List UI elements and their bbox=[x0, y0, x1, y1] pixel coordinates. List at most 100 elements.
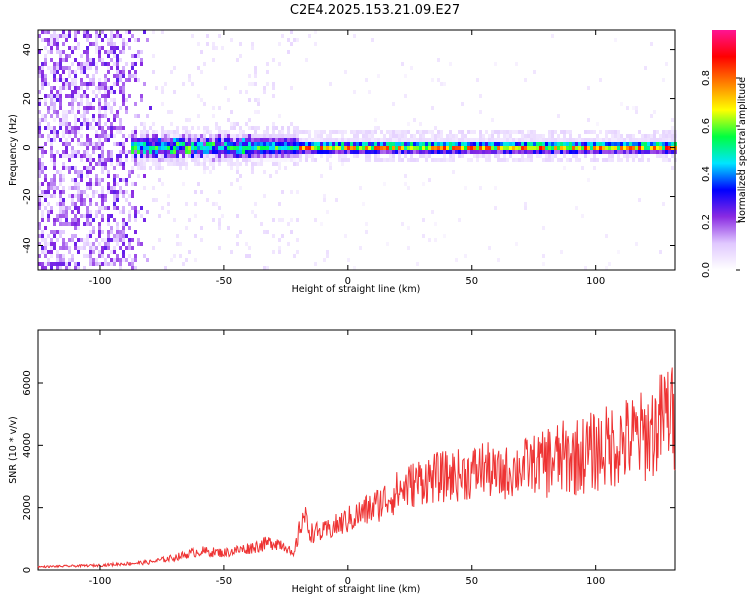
spectrogram-cell bbox=[332, 142, 335, 146]
spectrogram-cell bbox=[74, 78, 77, 82]
spectrogram-cell bbox=[206, 166, 209, 170]
spectrogram-cell bbox=[38, 74, 41, 78]
spectrogram-cell bbox=[215, 150, 218, 154]
spectrogram-cell bbox=[98, 142, 101, 146]
spectrogram-cell bbox=[383, 138, 386, 142]
spectrogram-cell bbox=[128, 238, 131, 242]
spectrogram-cell bbox=[116, 226, 119, 230]
spectrogram-cell bbox=[233, 142, 236, 146]
spectrogram-cell bbox=[56, 250, 59, 254]
spectrogram-cell bbox=[206, 138, 209, 142]
spectrogram-cell bbox=[86, 106, 89, 110]
spectrogram-cell bbox=[230, 166, 233, 170]
spectrogram-cell bbox=[413, 118, 416, 122]
spectrogram-cell bbox=[593, 158, 596, 162]
spectrogram-cell bbox=[218, 34, 221, 38]
spectrogram-cell bbox=[257, 154, 260, 158]
spectrogram-cell bbox=[356, 138, 359, 142]
spectrogram-cell bbox=[104, 262, 107, 266]
spectrogram-cell bbox=[107, 242, 110, 246]
spectrogram-cell bbox=[95, 246, 98, 250]
spectrogram-cell bbox=[365, 78, 368, 82]
spectrogram-cell bbox=[344, 146, 347, 150]
spectrogram-cell bbox=[341, 142, 344, 146]
spectrogram-cell bbox=[671, 154, 674, 158]
spectrogram-cell bbox=[47, 138, 50, 142]
spectrogram-cell bbox=[557, 146, 560, 150]
spectrogram-cell bbox=[194, 138, 197, 142]
spectrogram-cell bbox=[98, 134, 101, 138]
spectrogram-cell bbox=[140, 138, 143, 142]
spectrogram-cell bbox=[62, 242, 65, 246]
spectrogram-cell bbox=[113, 34, 116, 38]
spectrogram-cell bbox=[263, 170, 266, 174]
spectrogram-cell bbox=[218, 154, 221, 158]
spectrogram-cell bbox=[458, 138, 461, 142]
spectrogram-cell bbox=[629, 150, 632, 154]
spectrogram-cell bbox=[134, 206, 137, 210]
spectrogram-cell bbox=[56, 98, 59, 102]
spectrogram-cell bbox=[158, 154, 161, 158]
spectrogram-cell bbox=[116, 154, 119, 158]
spectrogram-cell bbox=[104, 114, 107, 118]
spectrogram-cell bbox=[71, 198, 74, 202]
spectrogram-cell bbox=[236, 178, 239, 182]
spectrogram-cell bbox=[458, 146, 461, 150]
spectrogram-cell bbox=[491, 150, 494, 154]
spectrogram-cell bbox=[293, 142, 296, 146]
spectrogram-cell bbox=[59, 266, 62, 270]
spectrogram-cell bbox=[119, 90, 122, 94]
snr-ytick-label: 2000 bbox=[22, 495, 33, 520]
spectrogram-cell bbox=[62, 134, 65, 138]
spectrogram-cell bbox=[476, 146, 479, 150]
spectrogram-cell bbox=[50, 42, 53, 46]
spectrogram-cell bbox=[89, 250, 92, 254]
spectrogram-cell bbox=[659, 146, 662, 150]
spectrogram-cell bbox=[530, 154, 533, 158]
spectrogram-cell bbox=[419, 146, 422, 150]
spectrogram-cell bbox=[122, 166, 125, 170]
spectrogram-cell bbox=[86, 182, 89, 186]
spectrogram-cell bbox=[143, 30, 146, 34]
spectrogram-cell bbox=[92, 106, 95, 110]
spectrogram-cell bbox=[122, 38, 125, 42]
spectrogram-cell bbox=[326, 250, 329, 254]
spectrogram-cell bbox=[113, 90, 116, 94]
spectrogram-cell bbox=[86, 58, 89, 62]
spectrogram-cell bbox=[578, 146, 581, 150]
spectrogram-cell bbox=[128, 38, 131, 42]
spectrogram-cell bbox=[110, 226, 113, 230]
spectrogram-cell bbox=[251, 150, 254, 154]
spectrogram-cell bbox=[140, 142, 143, 146]
spectrogram-cell bbox=[218, 206, 221, 210]
spectrogram-cell bbox=[227, 162, 230, 166]
spectrogram-cell bbox=[65, 126, 68, 130]
spectrogram-cell bbox=[74, 134, 77, 138]
spectrogram-cell bbox=[101, 114, 104, 118]
spectrogram-cell bbox=[131, 238, 134, 242]
spectrogram-cell bbox=[437, 134, 440, 138]
spectrogram-cell bbox=[194, 258, 197, 262]
spectrogram-cell bbox=[212, 202, 215, 206]
spectrogram-cell bbox=[359, 186, 362, 190]
spectrogram-cell bbox=[395, 134, 398, 138]
spectrogram-cell bbox=[155, 158, 158, 162]
spectrogram-cell bbox=[41, 250, 44, 254]
spectrogram-cell bbox=[407, 122, 410, 126]
spectrogram-cell bbox=[143, 154, 146, 158]
spectrogram-cell bbox=[641, 150, 644, 154]
spectrogram-cell bbox=[119, 258, 122, 262]
spectrogram-cell bbox=[47, 234, 50, 238]
spectrogram-cell bbox=[104, 90, 107, 94]
spectrogram-cell bbox=[290, 146, 293, 150]
spectrogram-cell bbox=[323, 194, 326, 198]
spectrogram-cell bbox=[41, 78, 44, 82]
spectrogram-cell bbox=[431, 210, 434, 214]
spectrogram-cell bbox=[251, 158, 254, 162]
spectrogram-cell bbox=[38, 222, 41, 226]
spectrogram-cell bbox=[170, 158, 173, 162]
spectrogram-cell bbox=[89, 42, 92, 46]
spectrogram-cell bbox=[203, 142, 206, 146]
spectrogram-cell bbox=[134, 74, 137, 78]
spectrogram-cell bbox=[209, 154, 212, 158]
